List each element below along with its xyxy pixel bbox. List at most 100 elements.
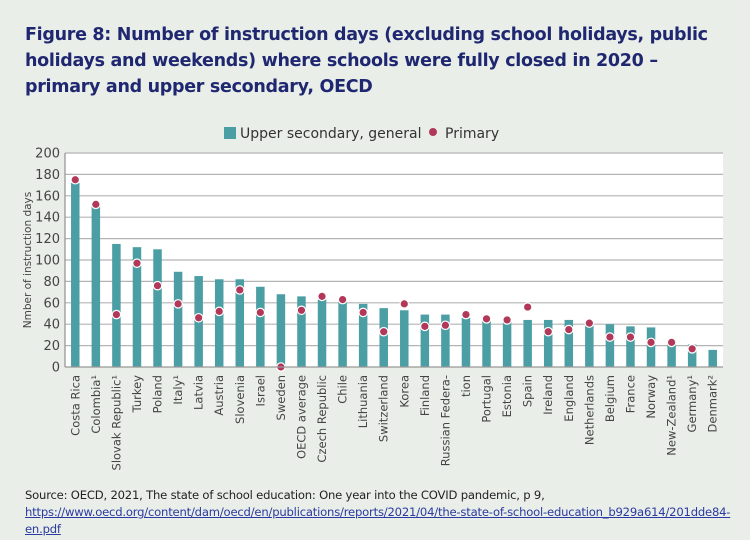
y-axis-ticks: 0 20 40 60 80 100 120 140 160 180 200 (35, 147, 60, 376)
marker-primary (420, 321, 430, 332)
figure-title: Figure 8: Number of instruction days (ex… (25, 25, 708, 97)
y-axis-label: Nmber of instruction days (22, 192, 34, 328)
y-tick-label: 100 (35, 254, 60, 269)
bars (71, 182, 717, 367)
y-tick-label: 80 (43, 275, 60, 290)
bar-upper-secondary (605, 324, 615, 367)
marker-primary (296, 305, 307, 316)
bar-upper-secondary (543, 319, 553, 367)
x-tick-label: England (562, 375, 576, 422)
x-tick-label: Slovenia (233, 375, 247, 424)
bar-upper-secondary (173, 271, 183, 367)
marker-primary (461, 309, 471, 320)
marker-primary (91, 199, 101, 210)
legend-label-upper-secondary: Upper secondary, general (240, 126, 422, 142)
bar-upper-secondary (317, 299, 327, 367)
bar-upper-secondary (708, 349, 717, 367)
y-tick-label: 140 (35, 211, 60, 226)
bar-upper-secondary (235, 279, 245, 367)
x-tick-label: Costa Rica (68, 375, 82, 436)
bar-upper-secondary (482, 319, 491, 367)
marker-primary (214, 306, 225, 317)
x-tick-label: Turkey (130, 375, 144, 414)
x-tick-label: Switzerland (377, 375, 391, 442)
y-tick-label: 160 (35, 189, 60, 204)
marker-primary (399, 299, 410, 309)
marker-primary (543, 326, 554, 337)
marker-primary (70, 174, 81, 185)
x-tick-label: Germany¹ (685, 375, 699, 432)
x-tick-label: France (623, 375, 637, 413)
x-tick-label: Russian Federa- (438, 375, 452, 466)
x-tick-label: Slovak Republic¹ (109, 375, 123, 470)
marker-primary (666, 337, 677, 348)
marker-primary (111, 309, 122, 320)
x-tick-label: Israel (253, 375, 267, 406)
marker-primary (584, 318, 595, 328)
bar-upper-secondary (358, 303, 368, 367)
bar-upper-secondary (71, 182, 80, 367)
marker-primary (173, 299, 183, 309)
marker-primary (152, 280, 163, 291)
x-tick-label: Belgium (603, 375, 617, 422)
legend-marker-primary (429, 128, 437, 136)
x-axis-labels: Costa Rica Colombia¹ Slovak Republic¹ Turke… (68, 375, 719, 471)
marker-primary (378, 326, 389, 337)
bar-upper-secondary (626, 326, 635, 367)
x-tick-label: Spain (521, 375, 535, 407)
bar-upper-secondary (338, 300, 347, 367)
marker-primary (646, 337, 656, 348)
bar-upper-secondary (646, 327, 656, 367)
marker-primary (481, 314, 492, 324)
x-tick-label: Finland (418, 375, 432, 416)
y-tick-label: 20 (43, 339, 60, 354)
x-tick-label: New-Zealand¹ (665, 375, 679, 456)
x-tick-label: Chile (336, 375, 350, 404)
source-link[interactable]: https://www.oecd.org/content/dam/oecd/en… (25, 505, 731, 536)
marker-primary (502, 315, 512, 325)
x-tick-label: Netherlands (582, 375, 596, 445)
marker-primary (358, 307, 368, 318)
x-tick-label: Denmark² (706, 375, 720, 432)
bar-upper-secondary (153, 249, 162, 367)
y-tick-label: 180 (35, 168, 60, 183)
bar-upper-secondary (256, 286, 265, 367)
marker-primary (687, 344, 697, 354)
bar-upper-secondary (276, 294, 286, 367)
source-note: Source: OECD, 2021, The state of school … (25, 487, 735, 538)
legend-label-primary: Primary (445, 126, 499, 142)
bar-upper-secondary (379, 308, 388, 367)
bar-upper-secondary (461, 317, 471, 367)
bar-upper-secondary (585, 322, 594, 367)
y-tick-label: 0 (52, 361, 60, 376)
bar-upper-secondary (502, 322, 512, 367)
marker-primary (563, 324, 574, 335)
bar-upper-secondary (687, 344, 697, 367)
y-tick-label: 60 (43, 296, 60, 311)
primary-markers (70, 174, 697, 372)
x-tick-label: Ireland (541, 375, 555, 415)
marker-primary (625, 332, 636, 342)
y-tick-label: 120 (35, 232, 60, 247)
bar-upper-secondary (112, 243, 121, 367)
legend-swatch-upper-secondary (224, 127, 236, 139)
y-tick-label: 200 (35, 147, 60, 162)
x-tick-label: Sweden (274, 375, 288, 420)
x-tick-label: Colombia¹ (89, 375, 103, 434)
x-tick-label: Norway (644, 375, 658, 419)
bar-upper-secondary (420, 314, 430, 367)
x-tick-label: Korea (397, 375, 411, 408)
bar-chart: Upper secondary, general Primary 0 20 40 60… (22, 126, 723, 471)
bar-upper-secondary (523, 319, 532, 367)
marker-primary (255, 307, 266, 318)
x-tick-label: Latvia (192, 375, 206, 410)
marker-primary (605, 332, 615, 342)
x-tick-label: tion (459, 375, 473, 397)
marker-primary (440, 320, 451, 331)
x-tick-label: Italy¹ (171, 375, 185, 405)
marker-primary (337, 294, 348, 305)
x-tick-label: Czech Republic (315, 375, 329, 463)
x-tick-label: Poland (151, 375, 165, 413)
marker-primary (522, 302, 533, 312)
bar-upper-secondary (400, 310, 409, 367)
